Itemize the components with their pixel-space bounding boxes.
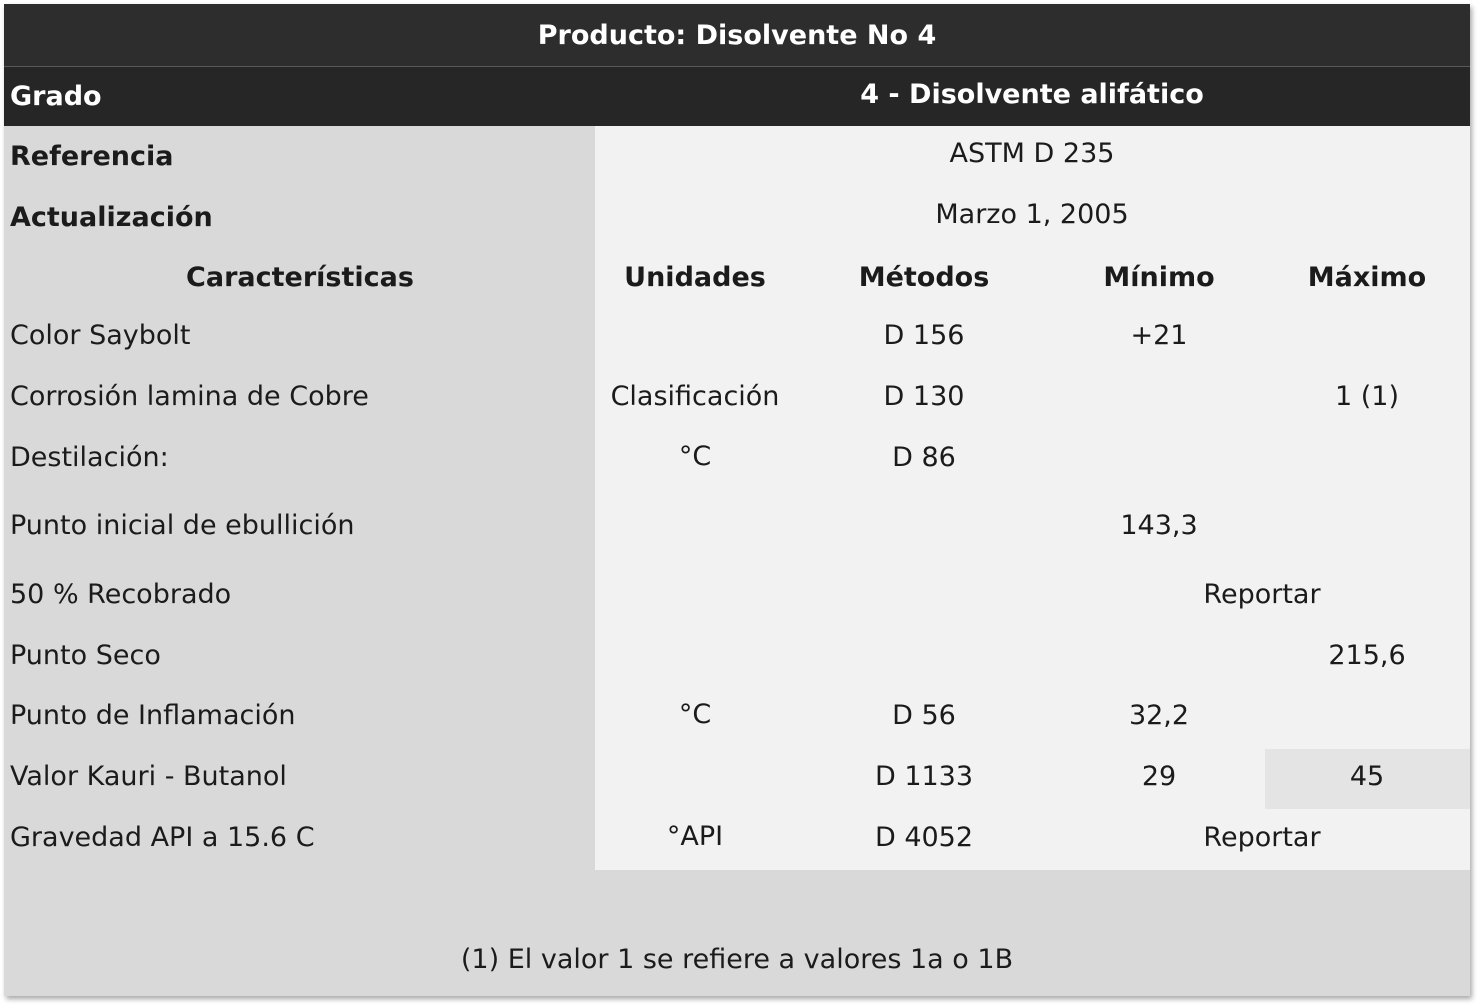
row-name: Destilación:	[10, 442, 169, 473]
actualizacion-label: Actualización	[10, 202, 213, 233]
row-minimo: 32,2	[1128, 700, 1190, 731]
row-maximo: 215,6	[1328, 640, 1406, 671]
row-name: Valor Kauri - Butanol	[10, 761, 287, 792]
row-span-value: Reportar	[1203, 822, 1321, 853]
row-name: Gravedad API a 15.6 C	[10, 822, 315, 853]
highlight-cell	[1265, 749, 1470, 809]
row-minimo: 143,3	[1120, 510, 1198, 541]
header-maximo: Máximo	[1307, 262, 1427, 293]
product-sheet: Producto: Disolvente No 4 Grado 4 - Diso…	[4, 4, 1470, 996]
row-name: Corrosión lamina de Cobre	[10, 381, 369, 412]
row-name: Punto Seco	[10, 640, 161, 671]
grado-value: 4 - Disolvente alifático	[860, 79, 1204, 110]
header-metodos: Métodos	[858, 262, 990, 293]
row-unidades: °C	[678, 699, 712, 730]
row-name: Punto de Inflamación	[10, 700, 296, 731]
row-minimo: +21	[1130, 320, 1188, 351]
header-caracteristicas: Características	[186, 262, 414, 293]
row-metodo: D 4052	[874, 822, 974, 853]
row-metodo: D 1133	[874, 761, 974, 792]
row-unidades: °API	[666, 821, 724, 852]
row-unidades: °C	[678, 441, 712, 472]
header-unidades: Unidades	[624, 262, 766, 293]
referencia-label: Referencia	[10, 141, 174, 172]
product-title: Producto: Disolvente No 4	[4, 4, 1470, 67]
footnote: (1) El valor 1 se refiere a valores 1a o…	[460, 944, 1014, 975]
row-metodo: D 86	[892, 442, 956, 473]
row-minimo: 29	[1141, 761, 1177, 792]
row-name: Color Saybolt	[10, 320, 191, 351]
row-unidades: Clasificación	[610, 381, 780, 412]
row-name: Punto inicial de ebullición	[10, 510, 355, 541]
referencia-value: ASTM D 235	[949, 138, 1115, 169]
row-metodo: D 56	[892, 700, 956, 731]
row-maximo: 45	[1349, 761, 1385, 792]
actualizacion-value: Marzo 1, 2005	[935, 199, 1129, 230]
row-maximo: 1 (1)	[1334, 381, 1400, 412]
grado-label: Grado	[10, 81, 102, 112]
product-title-text: Producto: Disolvente No 4	[537, 19, 937, 51]
row-name: 50 % Recobrado	[10, 579, 232, 610]
row-metodo: D 130	[883, 381, 965, 412]
values-panel	[595, 126, 1470, 870]
row-span-value: Reportar	[1203, 579, 1321, 610]
grado-row: Grado 4 - Disolvente alifático	[4, 67, 1470, 126]
row-metodo: D 156	[883, 320, 965, 351]
header-minimo: Mínimo	[1103, 262, 1215, 293]
